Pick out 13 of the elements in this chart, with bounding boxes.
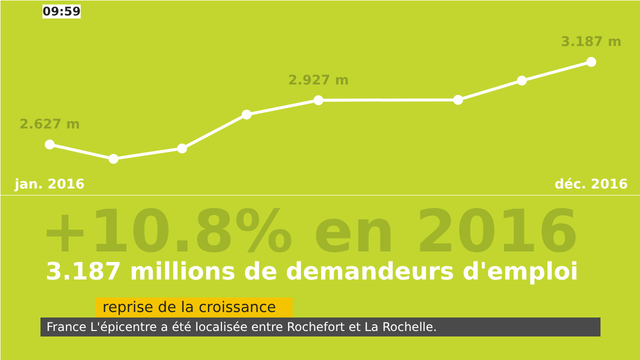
point [242, 110, 252, 120]
point [516, 76, 527, 86]
text: 09:59 [42, 4, 81, 18]
point [453, 94, 464, 105]
point [44, 140, 55, 150]
text: reprise de la croissance [102, 299, 276, 316]
point [108, 154, 118, 164]
point [177, 144, 188, 154]
x-tick-label: jan. 2016 [14, 178, 85, 192]
point [313, 95, 324, 106]
point [586, 56, 596, 67]
text: France L'épicentre a été localisée entre Rochefort et La Rochelle. [46, 320, 437, 334]
x-tick-label: déc. 2016 [554, 178, 628, 192]
